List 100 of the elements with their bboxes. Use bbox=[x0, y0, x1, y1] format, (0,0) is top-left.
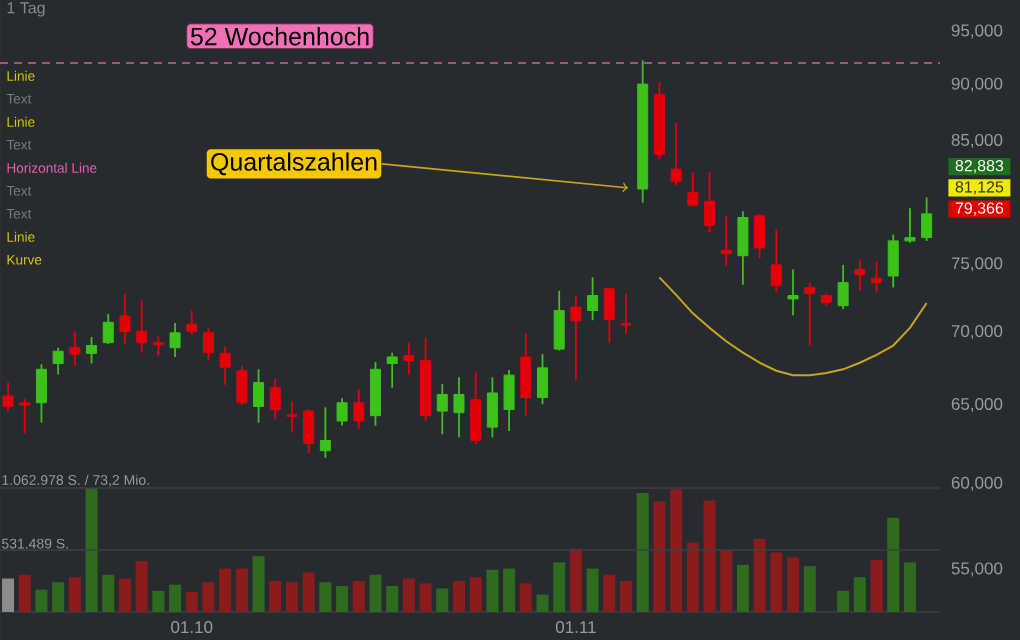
candlestick bbox=[19, 398, 31, 435]
candlestick bbox=[303, 408, 315, 455]
candlestick bbox=[369, 361, 381, 427]
candlestick bbox=[687, 171, 699, 208]
candlestick bbox=[486, 376, 498, 439]
candlestick bbox=[319, 406, 331, 459]
bar bbox=[720, 549, 733, 612]
candlestick bbox=[787, 268, 799, 317]
candlestick bbox=[436, 383, 448, 436]
bar bbox=[336, 585, 349, 612]
candlestick bbox=[353, 388, 365, 430]
candlestick bbox=[737, 210, 749, 286]
bar bbox=[553, 562, 566, 612]
candlestick bbox=[219, 346, 231, 386]
bar bbox=[569, 548, 582, 612]
bar bbox=[620, 580, 633, 612]
candlestick bbox=[603, 286, 615, 344]
bar bbox=[319, 582, 332, 612]
candlestick bbox=[102, 313, 114, 345]
candlestick bbox=[770, 228, 782, 294]
candlestick bbox=[286, 400, 298, 434]
bar bbox=[853, 577, 866, 612]
candlestick bbox=[804, 281, 816, 347]
candlestick bbox=[52, 346, 64, 376]
ref-line-label: 52 Wochenhoch bbox=[190, 27, 369, 46]
bar bbox=[837, 590, 850, 612]
bar bbox=[386, 585, 399, 612]
y-tick-label: 85,000 bbox=[951, 133, 1003, 148]
bar bbox=[436, 588, 449, 612]
candlestick bbox=[152, 335, 164, 357]
bar bbox=[903, 562, 916, 612]
text: 82,883 bbox=[955, 160, 1004, 174]
bar bbox=[102, 574, 115, 612]
candlestick bbox=[837, 263, 849, 311]
candlestick bbox=[921, 196, 933, 242]
bar bbox=[118, 578, 131, 612]
y-tick-label: 60,000 bbox=[951, 476, 1003, 491]
bar bbox=[285, 582, 298, 612]
bar bbox=[469, 577, 482, 612]
bar bbox=[653, 501, 666, 612]
bar bbox=[35, 589, 48, 612]
text: 81,125 bbox=[955, 181, 1004, 195]
bar bbox=[152, 590, 165, 612]
candlestick bbox=[704, 171, 716, 234]
x-tick-label: 01.10 bbox=[171, 621, 213, 634]
bar bbox=[787, 557, 800, 612]
bar bbox=[670, 489, 683, 612]
candlestick bbox=[253, 368, 265, 424]
candlestick bbox=[202, 326, 214, 362]
bar bbox=[302, 572, 315, 612]
bar bbox=[219, 568, 232, 612]
candlestick bbox=[871, 260, 883, 294]
candlestick bbox=[570, 294, 582, 382]
candlestick bbox=[35, 363, 47, 424]
y-tick-label: 65,000 bbox=[951, 397, 1003, 413]
bar bbox=[2, 578, 15, 612]
candlestick bbox=[119, 292, 131, 345]
bar bbox=[369, 574, 382, 612]
bar bbox=[686, 542, 699, 612]
candlestick bbox=[587, 276, 599, 322]
candlestick bbox=[169, 322, 181, 358]
bar bbox=[402, 578, 415, 612]
x-tick-label: 01.11 bbox=[555, 621, 596, 634]
candlestick bbox=[887, 233, 899, 289]
candlestick bbox=[854, 258, 866, 292]
candlestick bbox=[670, 121, 682, 187]
candlestick bbox=[403, 341, 415, 376]
bar bbox=[870, 559, 883, 612]
text: 79,366 bbox=[955, 202, 1004, 216]
bar bbox=[753, 538, 766, 612]
bar bbox=[269, 580, 282, 612]
bar bbox=[703, 500, 716, 612]
candlestick bbox=[620, 292, 632, 336]
bar bbox=[503, 568, 516, 612]
bar bbox=[18, 574, 31, 612]
bar bbox=[887, 517, 900, 612]
y-tick-label: 55,000 bbox=[951, 562, 1003, 577]
bar bbox=[68, 577, 81, 612]
y-tick-label: 90,000 bbox=[951, 77, 1003, 92]
candlestick bbox=[470, 371, 482, 446]
bar bbox=[636, 492, 649, 612]
candlestick bbox=[904, 207, 916, 244]
bar bbox=[452, 580, 465, 612]
candlestick bbox=[453, 376, 465, 439]
candlestick bbox=[86, 336, 98, 365]
candlestick bbox=[754, 212, 766, 260]
bar bbox=[803, 566, 816, 612]
bar bbox=[135, 561, 148, 612]
line-series bbox=[658, 276, 928, 377]
candlestick bbox=[136, 299, 148, 354]
candlestick bbox=[520, 332, 532, 417]
candlestick bbox=[536, 353, 549, 406]
candlestick bbox=[236, 364, 248, 406]
candlestick bbox=[69, 330, 81, 367]
bar bbox=[85, 487, 98, 612]
bar bbox=[252, 556, 265, 612]
bar bbox=[52, 582, 65, 612]
candlestick bbox=[720, 214, 732, 268]
y-tick-label: 75,000 bbox=[951, 257, 1003, 272]
bar bbox=[586, 568, 599, 612]
